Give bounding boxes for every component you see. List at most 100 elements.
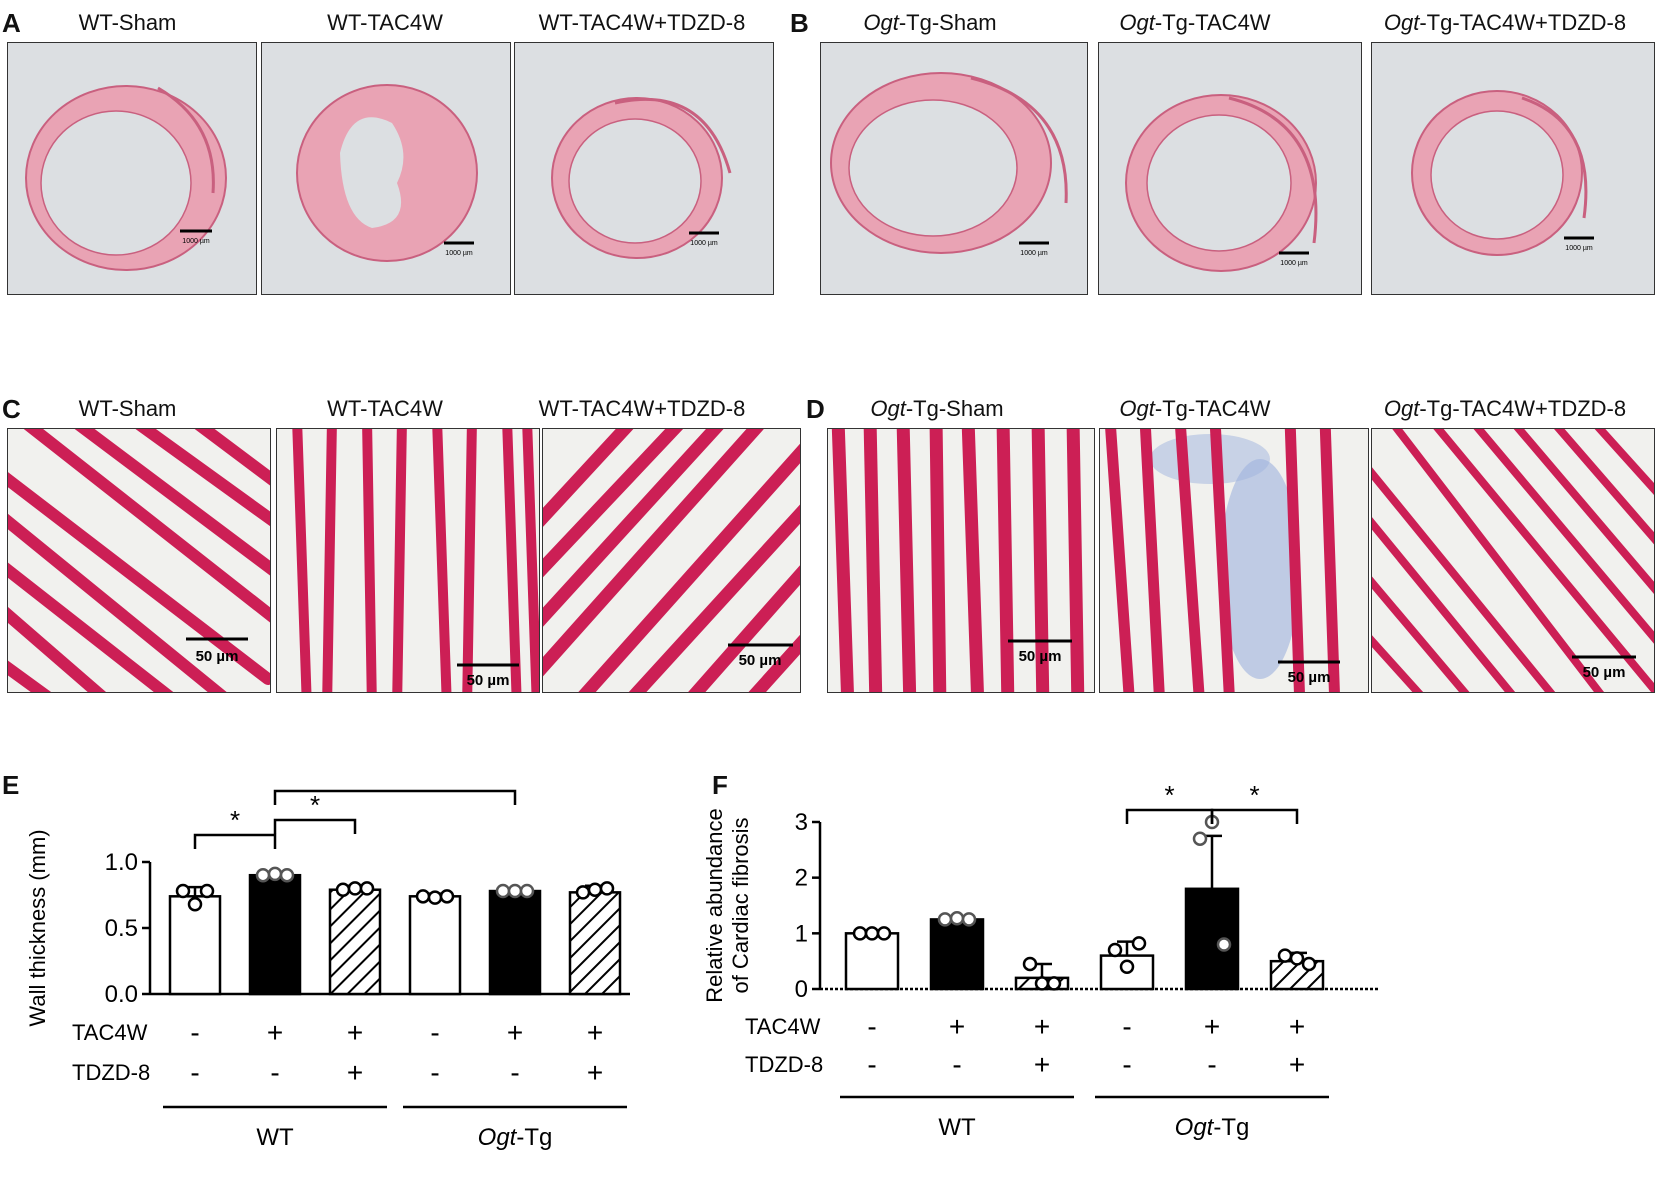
bar <box>488 889 542 996</box>
panel-b-title-1-rest: -Tg-Sham <box>898 10 997 35</box>
scale-label-b3: 1000 µm <box>1565 245 1593 252</box>
panel-d-title-1-italic: Ogt <box>870 396 906 421</box>
data-point <box>175 883 191 899</box>
scale-label-c1: 50 µm <box>196 648 239 665</box>
data-point <box>1216 937 1232 952</box>
panel-d-title-1: Ogt-Tg-Sham <box>812 396 1062 422</box>
panel-d-image-2: 50 µm <box>1099 428 1369 693</box>
heart-section-he: 1000 µm <box>1125 94 1318 272</box>
data-point <box>279 867 295 883</box>
panel-d-title-3-italic: Ogt <box>1383 396 1420 421</box>
row-label-tac4w: TAC4W <box>72 1020 148 1045</box>
tdzd8-sign: - <box>430 1057 439 1088</box>
group-label-rest: -Tg <box>1213 1114 1249 1141</box>
bar <box>929 918 985 991</box>
panel-a-title-1: WT-Sham <box>78 10 177 35</box>
panel-d-title-2-rest: -Tg-TAC4W <box>1154 396 1271 421</box>
data-point <box>335 882 351 897</box>
panel-d-image-3: 50 µm <box>1371 428 1655 693</box>
tdzd8-sign: + <box>1034 1049 1050 1080</box>
significance-star: * <box>310 790 320 820</box>
heart-section-he: 1000 µm <box>830 72 1068 257</box>
tdzd8-sign: - <box>510 1057 519 1088</box>
panel-b-title-2-rest: -Tg-TAC4W <box>1154 10 1271 35</box>
heart-section-he: 1000 µm <box>25 85 227 271</box>
tac4w-sign: + <box>1204 1011 1220 1042</box>
data-point <box>1046 976 1062 991</box>
y-tick-label: 0.0 <box>105 981 138 1008</box>
trichrome-vertical: 50 µm <box>831 429 1085 692</box>
row-label-tac4w: TAC4W <box>745 1014 821 1039</box>
heart-section-he: 1000 µm <box>551 97 732 259</box>
group-label-rest: WT <box>938 1114 976 1141</box>
data-point <box>575 885 591 900</box>
significance-star: * <box>230 805 240 835</box>
panel-b-title-2: Ogt-Tg-TAC4W <box>1070 10 1320 36</box>
significance-bracket <box>1125 808 1214 824</box>
significance-bracket <box>1210 808 1299 824</box>
y-tick-label: 3 <box>795 809 808 836</box>
panel-d-title-2: Ogt-Tg-TAC4W <box>1070 396 1320 422</box>
data-point <box>864 926 880 941</box>
bar <box>408 895 462 996</box>
significance-star: * <box>1164 780 1174 810</box>
panel-letter-c: C <box>2 394 21 424</box>
panel-b-image-1: 1000 µm <box>820 42 1088 295</box>
row-label-tdzd8: TDZD-8 <box>72 1060 150 1085</box>
panel-b-title-1-italic: Ogt <box>863 10 899 35</box>
trichrome-fibrosis: 50 µm <box>1105 429 1340 692</box>
panel-b-title-2-italic: Ogt <box>1119 10 1155 35</box>
panel-letter-f: F <box>712 770 728 800</box>
panel-d-title-1-rest: -Tg-Sham <box>905 396 1004 421</box>
data-point <box>961 912 977 927</box>
panel-d-title-3: Ogt-Tg-TAC4W+TDZD-8 <box>1355 396 1655 422</box>
y-axis-label-line: of Cardiac fibrosis <box>728 817 753 993</box>
y-tick-label: 0.5 <box>105 915 138 942</box>
panel-c-image-3: 50 µm <box>542 428 801 693</box>
scale-label-d2: 50 µm <box>1288 669 1331 686</box>
data-point <box>876 926 892 941</box>
tac4w-sign: - <box>1122 1011 1131 1042</box>
panel-c-image-2: 50 µm <box>276 428 540 693</box>
group-label: WT <box>256 1124 294 1151</box>
tdzd8-sign: - <box>1122 1049 1131 1080</box>
tdzd8-sign: - <box>1207 1049 1216 1080</box>
significance-bracket <box>193 833 277 849</box>
data-point <box>587 882 603 897</box>
panel-b-image-2: 1000 µm <box>1098 42 1362 295</box>
panel-b-title-1: Ogt-Tg-Sham <box>805 10 1055 36</box>
panel-a-title-3: WT-TAC4W+TDZD-8 <box>538 10 746 35</box>
cardiac-fibrosis-chart: 0 1 2 3 Relative abundance of Cardiac fibrosi… <box>702 780 1380 1141</box>
data-point <box>439 889 455 904</box>
group-label: WT <box>938 1114 976 1141</box>
panel-c-image-1: 50 µm <box>7 428 271 693</box>
data-point <box>267 866 283 882</box>
y-tick-label: 1 <box>795 920 808 947</box>
bar <box>844 932 900 991</box>
data-point <box>949 911 965 926</box>
data-point <box>199 883 215 899</box>
data-point <box>852 926 868 941</box>
data-point <box>1107 942 1123 958</box>
y-axis-label: Wall thickness (mm) <box>25 829 50 1026</box>
data-point <box>1289 951 1305 966</box>
trichrome-diagonal: 50 µm <box>1372 429 1654 692</box>
panel-b-title-3-italic: Ogt <box>1383 10 1420 35</box>
panel-letter-a: A <box>2 8 21 38</box>
scale-label-d1: 50 µm <box>1019 648 1062 665</box>
scale-label-a3: 1000 µm <box>690 240 718 247</box>
group-label-rest: -Tg <box>516 1124 552 1151</box>
data-point <box>359 881 375 896</box>
panel-a-image-2: 1000 µm <box>261 42 511 295</box>
panel-letter-d: D <box>806 394 825 424</box>
tac4w-sign: + <box>507 1017 523 1048</box>
bar <box>248 873 302 996</box>
data-point <box>519 883 535 899</box>
data-point <box>1119 959 1135 974</box>
heart-section-he: 1000 µm <box>1411 90 1594 256</box>
tdzd8-sign: + <box>347 1057 363 1088</box>
data-point <box>1277 948 1293 963</box>
scale-label-c2: 50 µm <box>467 672 510 689</box>
bar <box>1184 887 1240 991</box>
trichrome-diagonal: 50 µm <box>8 429 270 692</box>
